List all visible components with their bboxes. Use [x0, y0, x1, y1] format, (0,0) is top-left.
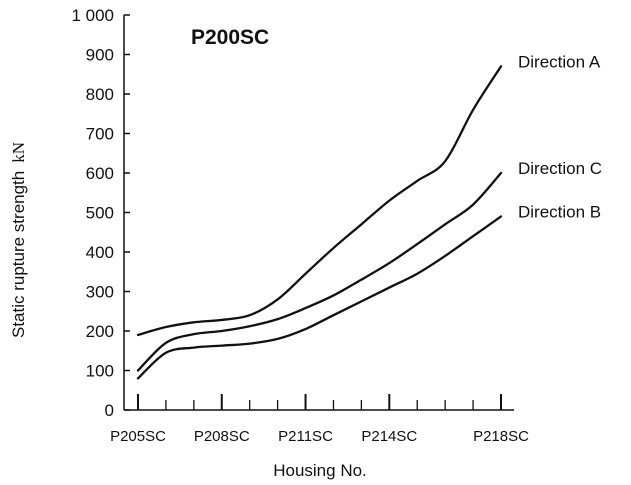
x-tick-label: P205SC	[110, 428, 166, 445]
y-tick-label: 400	[86, 243, 114, 262]
series-label: Direction B	[518, 202, 601, 221]
series-line-direction-c	[136, 171, 503, 372]
y-tick-label: 700	[86, 125, 114, 144]
y-axis-ticks: 0 100 200 300 400 500 600 700 800 900 1 000	[71, 6, 130, 420]
x-tick-label: P218SC	[473, 428, 529, 445]
axes	[123, 15, 514, 411]
y-tick-label: 500	[86, 204, 114, 223]
x-tick-label: P208SC	[194, 428, 250, 445]
x-axis-ticks: P205SC P208SC P211SC P214SC P218SC	[110, 394, 529, 445]
y-tick-label: 600	[86, 164, 114, 183]
y-axis-title-group: Static rupture strength kN	[9, 142, 28, 338]
y-axis-title-text: Static rupture strength	[9, 171, 28, 338]
y-tick-label: 300	[86, 283, 114, 302]
series-label: Direction C	[518, 159, 602, 178]
series-lines: Direction A Direction C Direction B	[136, 52, 602, 380]
chart-title: P200SC	[191, 26, 269, 49]
y-tick-label: 200	[86, 322, 114, 341]
series-line-direction-a	[136, 65, 503, 337]
y-tick-label: 800	[86, 85, 114, 104]
series-label: Direction A	[518, 52, 601, 71]
x-axis-title: Housing No.	[273, 461, 367, 480]
y-axis-title: Static rupture strength kN	[9, 142, 28, 338]
y-tick-label: 0	[105, 401, 114, 420]
x-tick-label: P211SC	[278, 428, 333, 445]
series-line-direction-b	[136, 215, 503, 380]
y-axis-unit: kN	[9, 142, 28, 163]
y-tick-label: 100	[86, 362, 114, 381]
y-tick-label: 1 000	[71, 6, 114, 25]
y-tick-label: 900	[86, 46, 114, 65]
x-tick-label: P214SC	[361, 428, 417, 445]
